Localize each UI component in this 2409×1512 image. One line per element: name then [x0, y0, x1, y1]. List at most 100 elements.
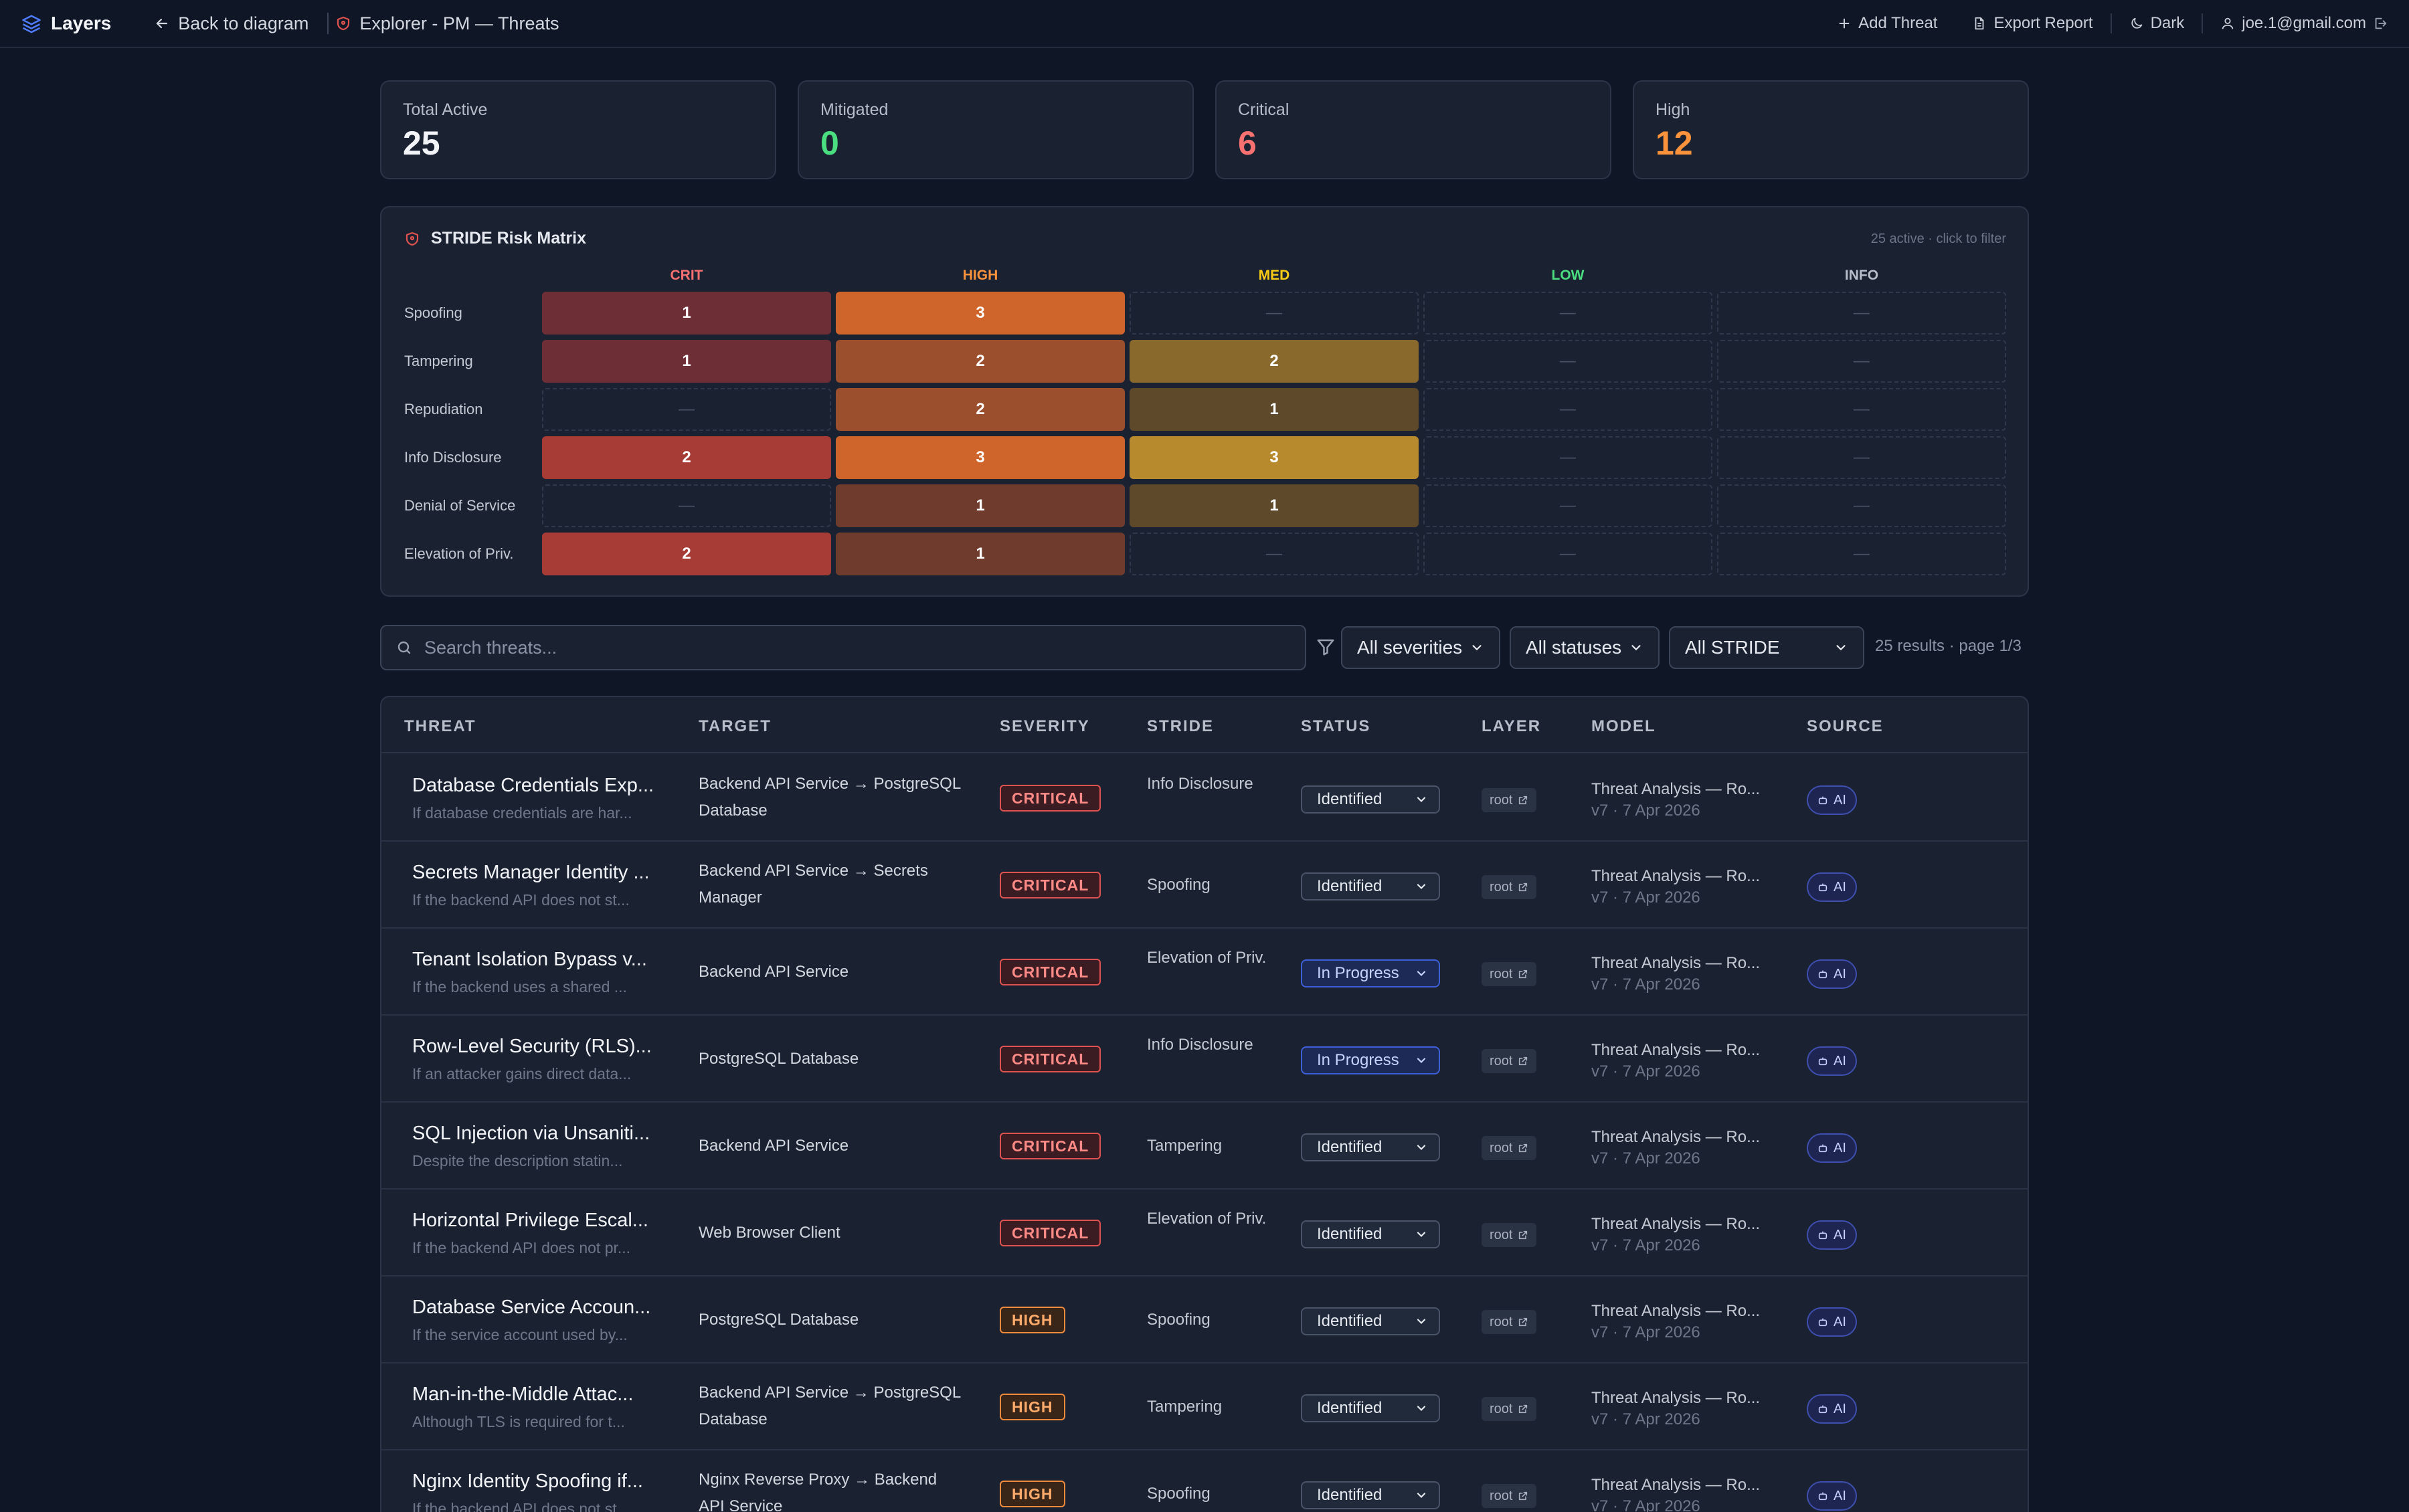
- table-row[interactable]: Row-Level Security (RLS)... If an attacke…: [381, 1016, 2028, 1103]
- matrix-cell[interactable]: 3: [836, 292, 1125, 335]
- matrix-cell[interactable]: 1: [836, 484, 1125, 527]
- status-select[interactable]: Identified: [1301, 1394, 1440, 1422]
- severity-filter-select[interactable]: All severities: [1341, 626, 1500, 669]
- source-label: AI: [1834, 879, 1846, 894]
- layer-link[interactable]: root: [1482, 788, 1537, 812]
- status-select[interactable]: Identified: [1301, 1133, 1440, 1161]
- matrix-cell[interactable]: —: [1717, 533, 2006, 575]
- matrix-column-header: MED: [1258, 268, 1290, 283]
- matrix-cell[interactable]: 2: [1130, 340, 1419, 383]
- status-value: In Progress: [1317, 964, 1399, 982]
- matrix-cell[interactable]: —: [1717, 292, 2006, 335]
- export-report-button[interactable]: Export Report: [1955, 14, 2110, 33]
- matrix-cell[interactable]: —: [1130, 292, 1419, 335]
- column-header-source[interactable]: SOURCE: [1807, 717, 1884, 735]
- status-select[interactable]: In Progress: [1301, 959, 1440, 987]
- search-input[interactable]: Search threats...: [380, 625, 1306, 670]
- layer-link[interactable]: root: [1482, 1136, 1537, 1160]
- column-header-layer[interactable]: LAYER: [1482, 717, 1542, 735]
- status-filter-select[interactable]: All statuses: [1510, 626, 1660, 669]
- threat-title[interactable]: Secrets Manager Identity ...: [412, 862, 650, 883]
- matrix-cell[interactable]: —: [1423, 340, 1712, 383]
- table-row[interactable]: Horizontal Privilege Escal... If the back…: [381, 1190, 2028, 1277]
- table-row[interactable]: Database Credentials Exp... If database c…: [381, 755, 2028, 842]
- column-header-status[interactable]: STATUS: [1301, 717, 1371, 735]
- status-select[interactable]: Identified: [1301, 872, 1440, 901]
- matrix-cell[interactable]: —: [1423, 436, 1712, 479]
- matrix-cell[interactable]: 1: [1130, 388, 1419, 431]
- matrix-cell[interactable]: —: [1423, 388, 1712, 431]
- matrix-cell[interactable]: —: [542, 484, 831, 527]
- logout-icon[interactable]: [2373, 16, 2388, 31]
- layer-link[interactable]: root: [1482, 1484, 1537, 1508]
- matrix-cell[interactable]: —: [1717, 388, 2006, 431]
- matrix-cell[interactable]: 3: [836, 436, 1125, 479]
- threat-target: Backend API Service → Secrets Manager: [699, 862, 928, 907]
- layer-link[interactable]: root: [1482, 875, 1537, 899]
- back-to-diagram-link[interactable]: Back to diagram: [154, 13, 308, 34]
- column-header-threat[interactable]: THREAT: [404, 717, 476, 735]
- table-row[interactable]: Database Service Accoun... If the service…: [381, 1277, 2028, 1363]
- source-badge: AI: [1807, 785, 1857, 815]
- matrix-cell[interactable]: 1: [542, 340, 831, 383]
- layer-link[interactable]: root: [1482, 1397, 1537, 1421]
- back-label: Back to diagram: [178, 13, 309, 33]
- table-row[interactable]: SQL Injection via Unsaniti... Despite the…: [381, 1103, 2028, 1190]
- theme-toggle[interactable]: Dark: [2112, 14, 2202, 33]
- external-link-icon: [1519, 795, 1528, 805]
- status-select[interactable]: Identified: [1301, 785, 1440, 814]
- column-header-target[interactable]: TARGET: [699, 717, 772, 735]
- matrix-cell[interactable]: 2: [542, 436, 831, 479]
- source-badge: AI: [1807, 1307, 1857, 1337]
- column-header-severity[interactable]: SEVERITY: [1000, 717, 1090, 735]
- matrix-cell[interactable]: —: [1717, 436, 2006, 479]
- status-select[interactable]: In Progress: [1301, 1046, 1440, 1074]
- model-info: Threat Analysis — Ro... v7 · 7 Apr 2026: [1591, 1475, 1760, 1512]
- matrix-cell[interactable]: 2: [836, 388, 1125, 431]
- threat-title[interactable]: Database Service Accoun...: [412, 1297, 651, 1318]
- threat-title[interactable]: Database Credentials Exp...: [412, 775, 654, 796]
- user-menu[interactable]: joe.1@gmail.com: [2203, 14, 2388, 33]
- add-threat-button[interactable]: Add Threat: [1819, 14, 1955, 33]
- model-info: Threat Analysis — Ro... v7 · 7 Apr 2026: [1591, 1127, 1760, 1169]
- table-row[interactable]: Secrets Manager Identity ... If the backe…: [381, 842, 2028, 929]
- table-row[interactable]: Nginx Identity Spoofing if... If the back…: [381, 1450, 2028, 1512]
- status-select[interactable]: Identified: [1301, 1307, 1440, 1335]
- matrix-cell[interactable]: —: [1717, 340, 2006, 383]
- brand[interactable]: Layers: [21, 13, 111, 34]
- layer-link[interactable]: root: [1482, 1223, 1537, 1247]
- layer-link[interactable]: root: [1482, 1310, 1537, 1334]
- matrix-cell[interactable]: 2: [836, 340, 1125, 383]
- threat-title[interactable]: Nginx Identity Spoofing if...: [412, 1471, 643, 1492]
- matrix-cell[interactable]: —: [1423, 292, 1712, 335]
- threat-title[interactable]: SQL Injection via Unsaniti...: [412, 1123, 650, 1144]
- layer-link[interactable]: root: [1482, 962, 1537, 986]
- matrix-cell[interactable]: 3: [1130, 436, 1419, 479]
- column-header-model[interactable]: MODEL: [1591, 717, 1656, 735]
- status-select[interactable]: Identified: [1301, 1220, 1440, 1248]
- matrix-cell[interactable]: —: [1717, 484, 2006, 527]
- matrix-cell[interactable]: —: [1423, 484, 1712, 527]
- stride-filter-select[interactable]: All STRIDE: [1669, 626, 1864, 669]
- column-header-stride[interactable]: STRIDE: [1147, 717, 1215, 735]
- matrix-cell[interactable]: 1: [1130, 484, 1419, 527]
- threat-title[interactable]: Row-Level Security (RLS)...: [412, 1036, 652, 1057]
- matrix-cell[interactable]: 1: [542, 292, 831, 335]
- threat-title[interactable]: Man-in-the-Middle Attac...: [412, 1384, 634, 1405]
- matrix-cell[interactable]: 1: [836, 533, 1125, 575]
- model-version: v7 · 7 Apr 2026: [1591, 975, 1700, 994]
- filter-icon[interactable]: [1316, 637, 1336, 657]
- table-row[interactable]: Tenant Isolation Bypass v... If the backe…: [381, 929, 2028, 1016]
- model-version: v7 · 7 Apr 2026: [1591, 1323, 1700, 1341]
- matrix-cell[interactable]: —: [1423, 533, 1712, 575]
- matrix-cell[interactable]: —: [1130, 533, 1419, 575]
- threat-title[interactable]: Tenant Isolation Bypass v...: [412, 949, 647, 970]
- layer-link[interactable]: root: [1482, 1049, 1537, 1073]
- table-row[interactable]: Man-in-the-Middle Attac... Although TLS i…: [381, 1363, 2028, 1450]
- status-select[interactable]: Identified: [1301, 1481, 1440, 1509]
- matrix-cell[interactable]: 2: [542, 533, 831, 575]
- matrix-cell[interactable]: —: [542, 388, 831, 431]
- brand-name: Layers: [51, 13, 112, 33]
- model-version: v7 · 7 Apr 2026: [1591, 1236, 1700, 1254]
- threat-title[interactable]: Horizontal Privilege Escal...: [412, 1210, 648, 1231]
